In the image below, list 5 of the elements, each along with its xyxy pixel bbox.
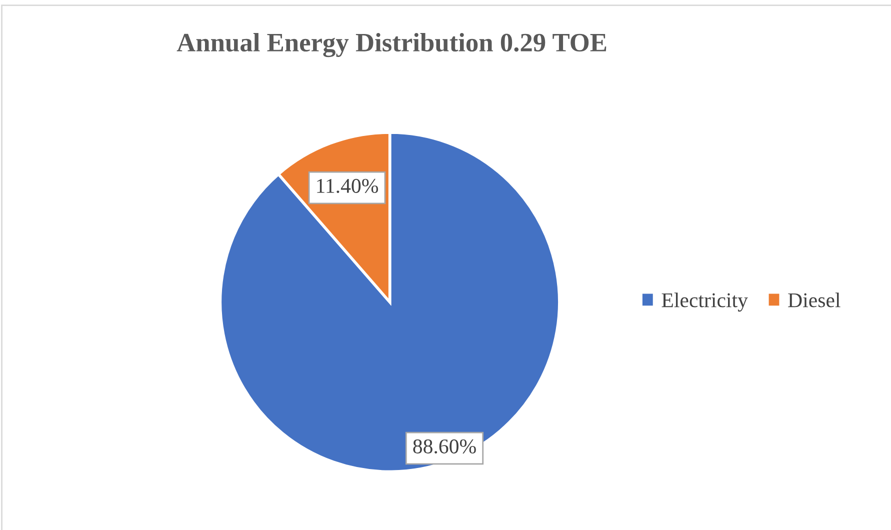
legend-label: Diesel (788, 292, 840, 308)
chart-title: Annual Energy Distribution 0.29 TOE (176, 32, 606, 58)
legend-label: Electricity (662, 292, 748, 312)
data-label: 11.40% (317, 178, 378, 194)
data-label: 88.60% (413, 439, 476, 454)
